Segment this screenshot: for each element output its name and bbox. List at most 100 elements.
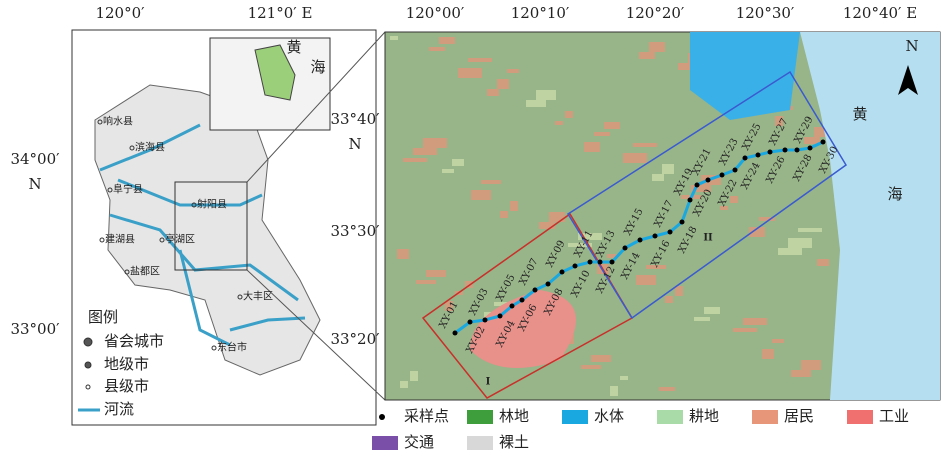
sea-label: 黄 [852,105,867,123]
sample-point [598,260,603,265]
patch [623,153,647,163]
place-label: 响水县 [103,115,133,128]
legend-label: 林地 [499,407,529,425]
figure: 120°0′121°0′ E34°00′N33°00′响水县滨海县阜宁县射阳县建… [0,0,942,457]
sample-point [720,173,725,178]
sample-point [573,264,578,269]
legend-label: 地级市 [104,355,149,373]
sample-point [695,183,700,188]
lat-label: 34°00′ [10,150,60,168]
sample-point [821,140,826,145]
place-label: 滨海县 [135,141,165,154]
patch [594,132,610,136]
patch [649,42,665,52]
lon-label: 121°0′ E [248,4,313,22]
patch [416,280,436,284]
place-label: 大丰区 [243,290,273,303]
legend-label: 交通 [404,433,434,451]
patch [791,370,811,377]
place-label: 亭湖区 [165,233,195,246]
patch [497,79,509,89]
patch [481,180,501,184]
patch [659,387,675,391]
legend-label: 裸土 [499,433,529,451]
patch [620,376,628,380]
patch [733,328,757,332]
sample-point [688,198,693,203]
patch [584,142,600,152]
patch [610,386,618,396]
patch [675,286,683,296]
patch [704,307,720,314]
legend-label: 耕地 [689,407,719,425]
north-label: N [905,37,918,55]
patch [778,248,802,255]
legend-symbol [86,385,90,389]
place-label: 建湖县 [105,233,135,246]
sample-point [468,320,473,325]
patch [507,69,519,73]
patch [652,174,664,181]
sample-point [533,288,538,293]
lon-label: 120°0′ [95,4,145,22]
region-label: I [486,377,491,388]
patch [397,249,409,259]
sample-point [783,148,788,153]
patch [452,159,464,166]
legend-swatch [372,436,398,450]
legend-label: 水体 [594,407,624,425]
patch [604,122,620,129]
patch [565,111,573,118]
sample-point [668,230,673,235]
patch [442,169,454,173]
lat-label: 33°00′ [10,320,60,338]
patch [788,238,812,248]
patch [471,190,491,200]
legend-label: 县级市 [104,377,149,395]
sample-point [623,246,628,251]
place-label: 东台市 [217,341,247,354]
patch [743,318,767,325]
legend-label: 省会城市 [104,332,164,350]
patch [510,201,518,211]
patch [526,100,546,107]
sample-point [808,146,813,151]
sample-point [743,156,748,161]
legend-symbol [379,414,385,420]
patch [639,52,655,59]
legend-symbol [85,362,91,368]
region-label: II [703,233,713,244]
sample-point [546,282,551,287]
patch [500,211,508,218]
place-label: 盐都区 [130,265,160,278]
legend-title: 图例 [88,308,118,326]
lat-label: 33°30′ [330,222,380,240]
legend-swatch [467,436,493,450]
sample-point [510,304,515,309]
lat-label: N [348,135,361,153]
lon-label: 120°00′ [406,4,465,22]
sample-point [653,234,658,239]
legend-label: 采样点 [404,407,449,425]
lon-label: 120°40′ E [843,4,917,22]
lon-label: 120°10′ [511,4,570,22]
patch [536,90,556,100]
patch [468,58,492,62]
patch [772,339,784,343]
sample-point [733,168,738,173]
legend-swatch [752,410,778,424]
patch [429,47,445,51]
patch [817,259,829,266]
patch [410,371,418,381]
legend-swatch [562,410,588,424]
patch [591,355,611,362]
sample-point [756,153,761,158]
sample-point [453,331,458,336]
patch [413,148,437,155]
lat-label: 33°40′ [330,110,380,128]
patch [390,36,398,40]
lon-label: 120°30′ [736,4,795,22]
sample-point [498,314,503,319]
patch [458,68,482,78]
legend-swatch [467,410,493,424]
